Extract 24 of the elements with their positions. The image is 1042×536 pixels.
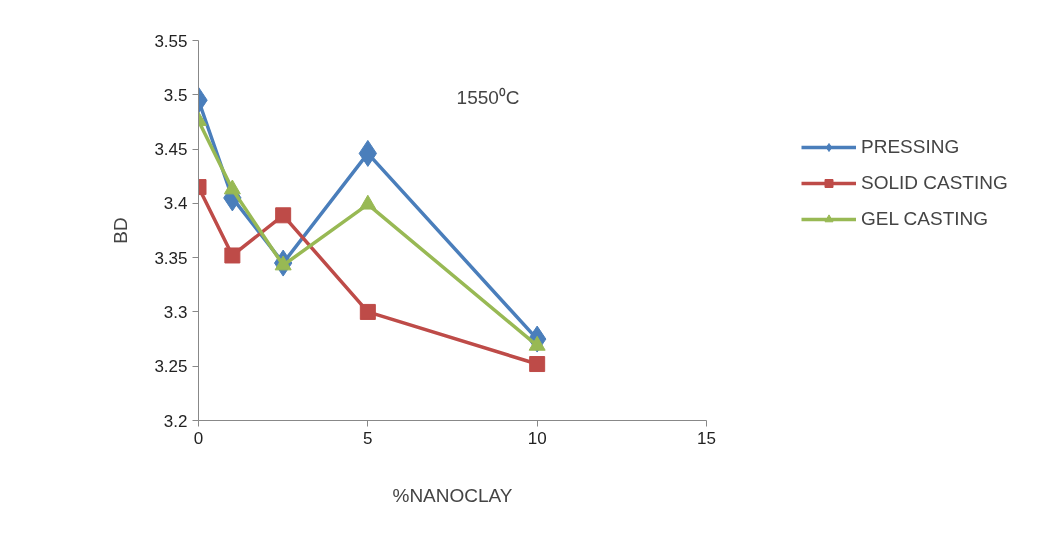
y-tick-label: 3.5 (163, 85, 188, 105)
y-tick-label: 3.25 (154, 357, 188, 377)
point (359, 303, 376, 320)
legend-label: PRESSING (861, 136, 960, 158)
point (224, 247, 241, 264)
point (529, 356, 546, 373)
x-tick-label: 15 (697, 428, 716, 448)
legend-label: SOLID CASTING (861, 172, 1008, 194)
point (275, 207, 292, 224)
y-axis-title: BD (110, 217, 132, 244)
y-tick-label: 3.55 (154, 31, 188, 51)
point (359, 194, 377, 210)
y-tick-label: 3.4 (163, 194, 188, 214)
x-axis-title: %NANOCLAY (392, 484, 513, 506)
x-tick-label: 5 (363, 428, 373, 448)
point (223, 179, 241, 195)
y-tick-label: 3.3 (163, 302, 188, 322)
y-tick-label: 3.2 (163, 411, 188, 431)
legend-label: GEL CASTING (861, 208, 989, 230)
annotation: 1550⁰C (456, 87, 520, 108)
x-tick-label: 10 (527, 428, 547, 448)
x-tick-label: 0 (193, 428, 204, 448)
y-tick-label: 3.45 (154, 140, 188, 160)
y-tick-label: 3.35 (154, 248, 188, 268)
